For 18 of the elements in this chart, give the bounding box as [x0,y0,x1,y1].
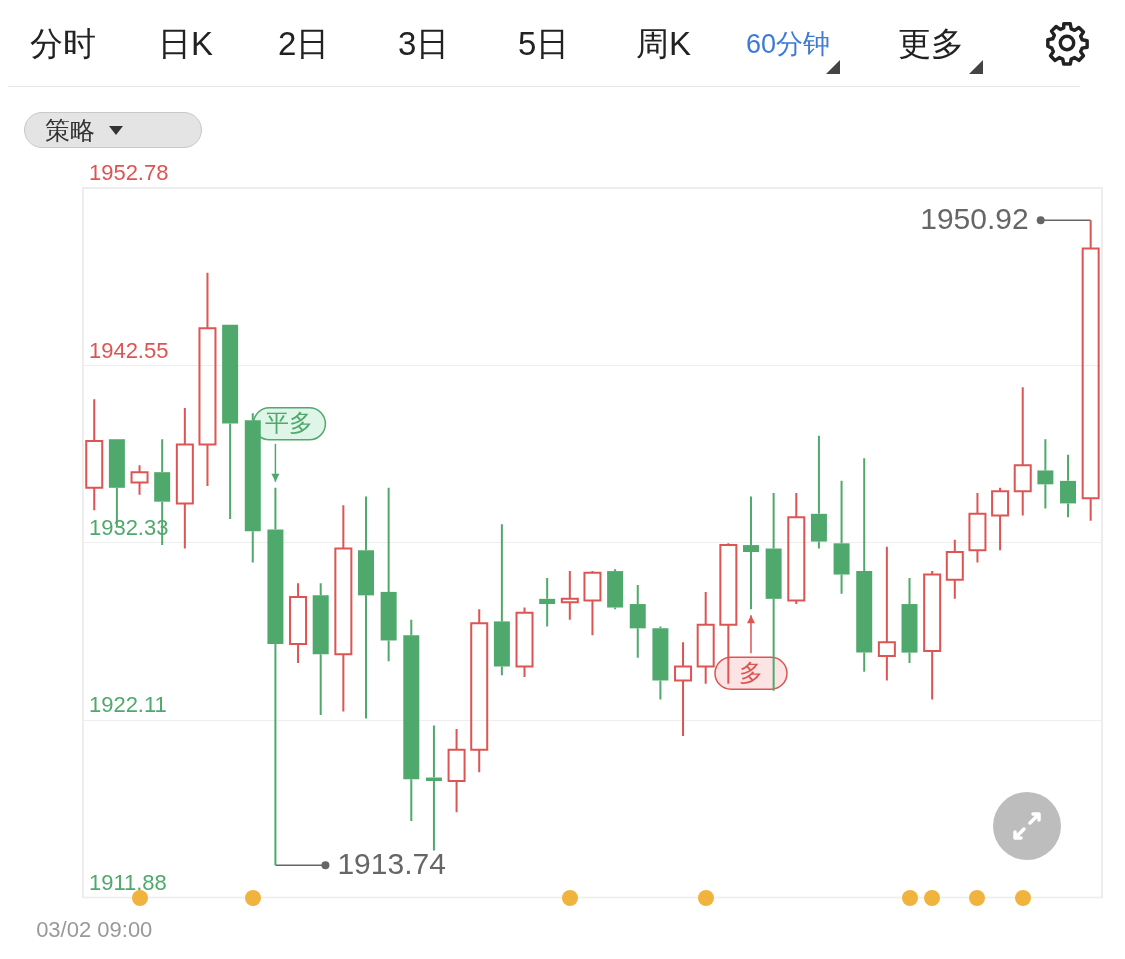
text: 策略 [45,114,95,146]
text: 周K [636,24,692,64]
text: 60分钟 [746,28,831,61]
annotation: 平多 [265,409,314,437]
annotation: 1950.92 [920,201,1029,235]
text: 2日 [278,24,330,64]
y-tick-label: 1942.55 [88,337,169,363]
y-tick-label: 1911.88 [88,869,167,895]
annotation: 多 [738,658,763,686]
annotation: 1913.74 [337,846,446,880]
text: 3日 [398,24,450,64]
text: 更多 [898,24,964,64]
text: 日K [158,24,214,64]
y-tick-label: 1952.78 [88,160,169,186]
text: 分时 [30,24,96,64]
x-tick-label: 03/02 09:00 [36,916,153,942]
text: 5日 [518,24,570,64]
y-tick-label: 1922.11 [88,692,167,718]
